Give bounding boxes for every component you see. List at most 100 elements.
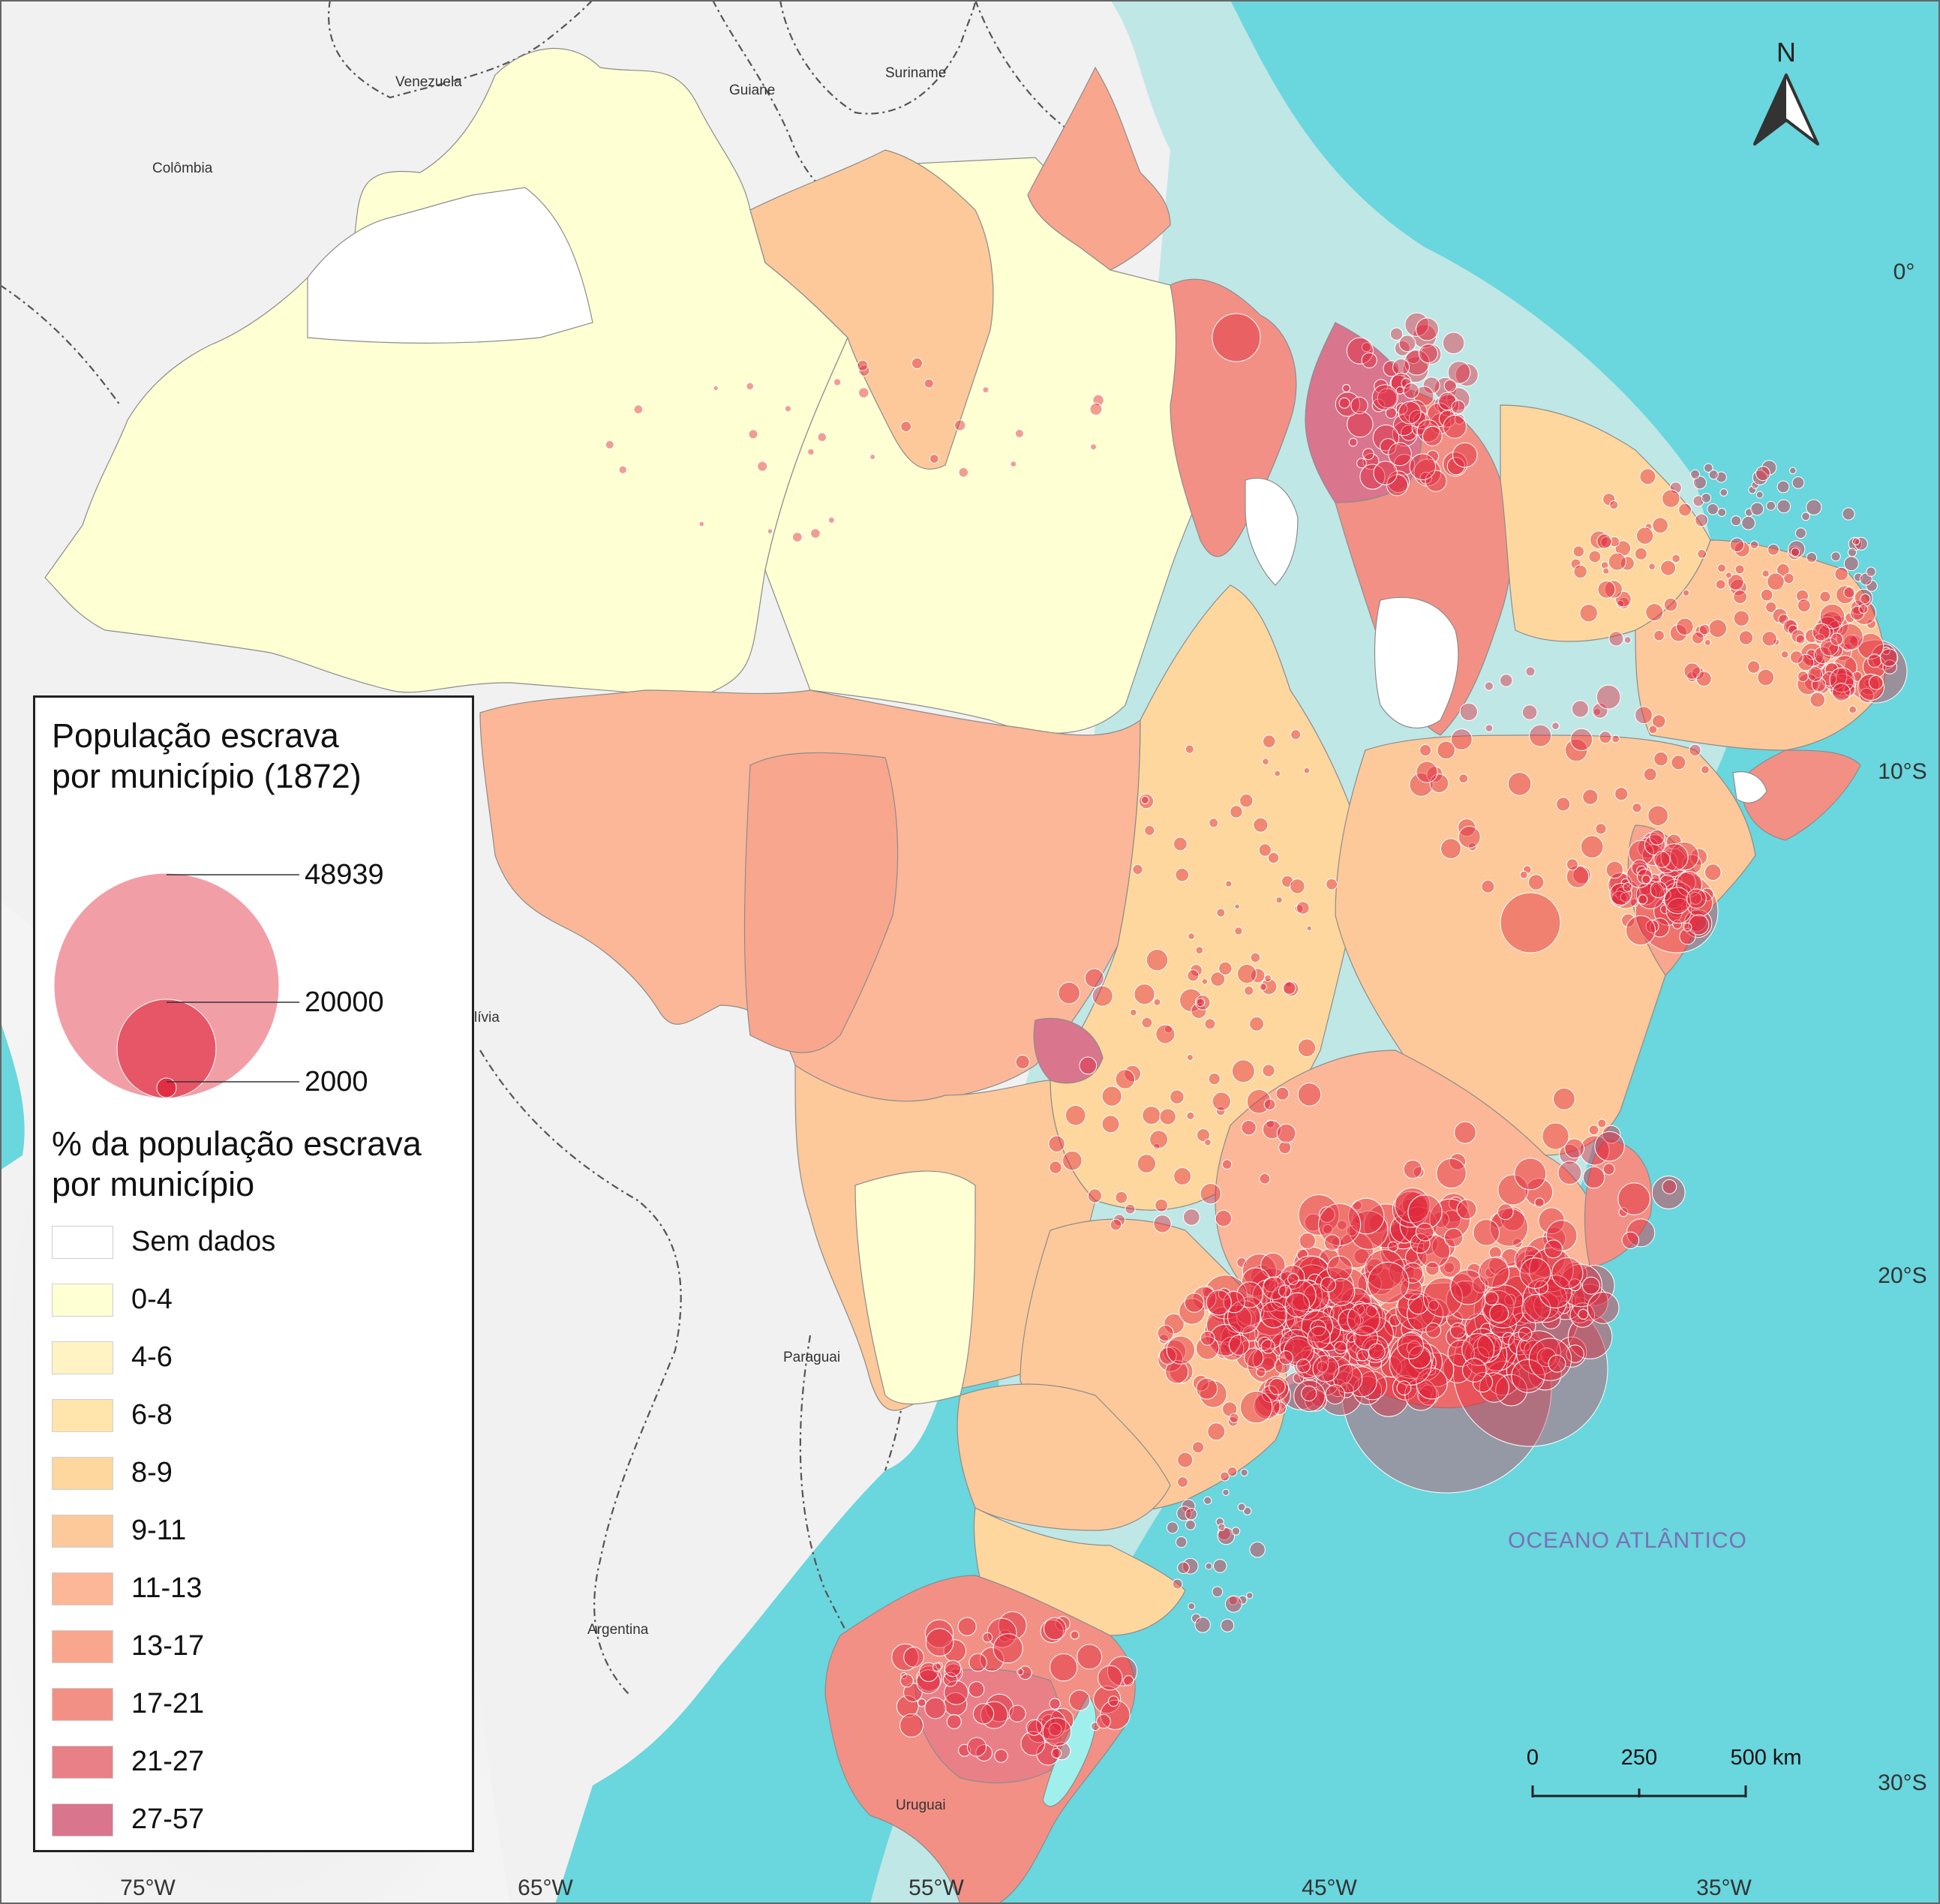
population-bubble xyxy=(1688,914,1710,935)
population-bubble xyxy=(1766,500,1776,511)
population-bubble xyxy=(1794,527,1806,539)
population-bubble xyxy=(1660,560,1677,576)
population-bubble xyxy=(1236,963,1257,984)
population-bubble xyxy=(1623,882,1633,892)
population-bubble xyxy=(1819,603,1845,629)
population-bubble xyxy=(1182,1209,1200,1226)
population-bubble xyxy=(1371,398,1386,413)
population-bubble xyxy=(1832,683,1851,701)
population-bubble xyxy=(1682,589,1690,596)
population-bubble xyxy=(1259,1173,1271,1185)
population-bubble xyxy=(1588,1125,1599,1136)
population-bubble xyxy=(1275,1086,1290,1101)
population-bubble xyxy=(1279,1329,1313,1363)
longitude-label-35w: 35°W xyxy=(1696,1875,1752,1900)
population-bubble xyxy=(1482,1290,1515,1323)
population-bubble xyxy=(1301,1385,1317,1401)
population-bubble xyxy=(1862,654,1887,679)
population-bubble xyxy=(903,1647,924,1668)
population-bubble xyxy=(1449,1322,1467,1339)
population-bubble xyxy=(1635,527,1654,545)
population-bubble xyxy=(1632,803,1642,813)
population-bubble xyxy=(1090,443,1097,451)
pacific-ocean xyxy=(0,1020,25,1170)
population-bubble xyxy=(1416,1222,1434,1242)
population-bubble xyxy=(605,440,614,449)
population-bubble xyxy=(1652,714,1666,728)
population-bubble xyxy=(896,1695,919,1718)
population-bubble xyxy=(993,1633,1023,1664)
region-amazonas-west-nodata xyxy=(307,187,593,344)
population-bubble xyxy=(1669,624,1688,642)
population-bubble xyxy=(1153,1215,1172,1233)
population-bubble xyxy=(1548,1354,1566,1373)
population-bubble xyxy=(1602,1163,1615,1176)
population-bubble xyxy=(1239,1390,1273,1424)
population-bubble xyxy=(1014,428,1024,438)
population-bubble xyxy=(1422,1277,1463,1317)
population-bubble xyxy=(1820,637,1839,656)
population-bubble xyxy=(1394,340,1410,356)
population-bubble xyxy=(1008,1704,1026,1722)
population-bubble xyxy=(1293,1380,1326,1413)
population-bubble xyxy=(1450,1269,1486,1305)
population-bubble xyxy=(1361,342,1372,353)
population-bubble xyxy=(1293,1350,1323,1379)
scale-label-0: 0 xyxy=(1527,1746,1539,1770)
population-bubble xyxy=(1402,356,1429,383)
population-bubble xyxy=(1760,588,1773,602)
population-bubble xyxy=(1048,1135,1065,1152)
population-bubble xyxy=(833,378,842,386)
population-bubble xyxy=(1692,495,1704,507)
population-bubble xyxy=(1608,631,1624,647)
population-bubble xyxy=(784,405,792,413)
legend-class-swatch xyxy=(52,1630,113,1663)
population-bubble xyxy=(1819,590,1831,602)
population-bubble xyxy=(1653,629,1665,641)
population-bubble xyxy=(1556,1336,1587,1368)
population-bubble xyxy=(1755,466,1770,482)
population-bubble xyxy=(1334,1341,1347,1355)
population-bubble xyxy=(1285,1280,1317,1311)
population-bubble xyxy=(1476,1332,1503,1359)
population-bubble xyxy=(1185,1508,1198,1521)
population-bubble xyxy=(1582,1166,1605,1189)
population-bubble xyxy=(1209,818,1219,828)
population-bubble xyxy=(1425,470,1447,492)
population-bubble xyxy=(1618,1207,1629,1218)
population-bubble xyxy=(1557,1161,1582,1185)
population-bubble xyxy=(1636,865,1647,876)
population-bubble xyxy=(1218,1523,1226,1531)
population-bubble xyxy=(1377,388,1398,409)
population-bubble xyxy=(1036,1742,1060,1766)
population-bubble xyxy=(1617,1182,1650,1215)
region-mato-grosso-west xyxy=(743,752,899,1053)
population-bubble xyxy=(1651,1176,1686,1209)
population-bubble xyxy=(1611,734,1620,743)
population-bubble xyxy=(1429,773,1449,794)
legend-circle-medium xyxy=(116,999,217,1099)
population-bubble xyxy=(1514,1158,1547,1191)
population-bubble xyxy=(1409,772,1434,797)
population-bubble xyxy=(1752,470,1768,485)
population-bubble xyxy=(1518,1326,1533,1341)
legend-class-item: 6-8 xyxy=(52,1395,457,1437)
population-bubble xyxy=(1350,396,1368,415)
population-bubble xyxy=(1859,687,1875,704)
longitude-label-75w: 75°W xyxy=(120,1875,176,1900)
population-bubble xyxy=(1542,1122,1569,1150)
population-bubble xyxy=(1173,1167,1192,1186)
population-bubble xyxy=(1506,1349,1547,1390)
population-bubble xyxy=(1212,313,1261,362)
population-bubble xyxy=(1015,1054,1030,1070)
population-bubble xyxy=(827,516,835,524)
population-bubble xyxy=(1349,1210,1389,1250)
population-bubble xyxy=(1249,1542,1266,1558)
population-bubble xyxy=(1347,1302,1380,1336)
population-bubble xyxy=(1397,1332,1425,1359)
population-bubble xyxy=(1210,972,1226,987)
population-bubble xyxy=(1551,722,1560,731)
population-bubble xyxy=(1317,1361,1329,1373)
population-bubble xyxy=(1221,1159,1233,1170)
